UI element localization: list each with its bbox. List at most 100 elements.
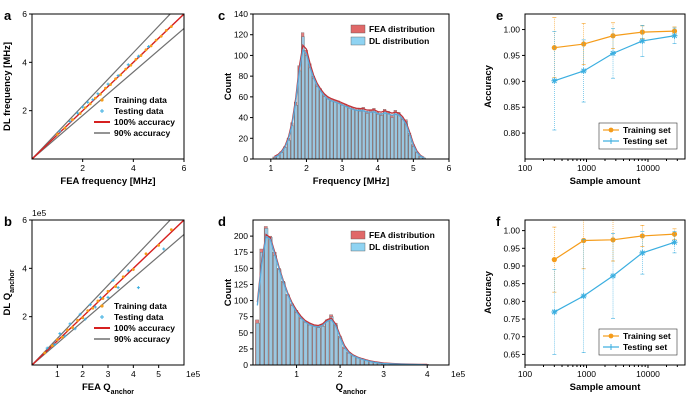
training-point [55,132,59,136]
training-point [109,83,112,86]
legend-marker-testing [100,315,104,319]
legend-label: 100% accuracy [114,323,175,333]
panel-a: a 2 4 6 2 4 6 FEA frequency [MHz] DL frequency [… [2,8,187,187]
testing-set-marker [580,293,587,300]
training-point [164,29,168,32]
training-point [154,38,158,42]
y-tick-label: 2 [22,106,27,116]
y-tick-label: 175 [234,247,248,257]
training-point [96,299,100,303]
dl-bar [260,252,264,365]
training-point [71,118,74,122]
y-tick-label: 0.95 [503,243,520,253]
testing-point [96,92,100,96]
y-tick-label: 140 [234,9,248,19]
training-point [55,338,59,342]
x-tick-label: 3 [340,163,345,173]
training-point [131,268,135,271]
dl-bar [387,113,391,159]
y-tick-label: 4 [22,263,27,273]
training-point [43,351,47,355]
y-tick-label: 0.95 [503,50,520,60]
training-point [119,73,123,77]
x-axis-label: Frequency [MHz] [313,176,390,187]
panel-letter: f [496,214,501,229]
legend-marker-training [100,304,104,308]
legend-box [598,122,678,150]
training-point [157,243,161,247]
y-axis-label: Accuracy [483,64,494,107]
dl-bar [321,326,325,365]
dl-bar [303,322,308,365]
testing-set-marker [580,67,587,74]
legend-marker-training [608,333,614,339]
x-axis-label: Sample amount [570,382,642,393]
dl-bar [344,106,348,159]
dl-bar [340,104,344,159]
panel-e: e 0.80 0.85 0.90 0.95 1.00 100 1000 10000 Sample … [483,8,686,187]
y-tick-label: 0.70 [503,332,520,342]
training-point [114,77,117,81]
legend-label: DL distribution [369,242,429,252]
x-tick-label: 1 [55,369,60,379]
y-tick-label: 0.85 [503,102,520,112]
legend-label: Testing set [623,136,667,146]
legend-label: Training data [114,95,167,105]
training-point [66,328,69,332]
testing-point [116,286,120,290]
panel-letter: e [496,8,503,23]
x-tick-label: 3 [106,369,111,379]
y-tick-label: 40 [239,113,249,123]
y-tick-label: 1.00 [503,226,520,236]
y-tick-label: 4 [22,57,27,67]
dl-bar [347,353,351,365]
legend-label: Testing data [114,312,164,322]
y-tick-label: 120 [234,30,248,40]
dl-bar [376,114,380,159]
training-point [106,289,110,293]
plot-area [32,220,184,365]
x-tick-label: 2 [304,163,309,173]
dl-bar [390,117,394,159]
panel-b: b 2 4 6 1 2 3 4 5 1e5 1e5 FEA Qanchor DL Qanchor Trai… [2,208,200,396]
y-tick-label: 0 [243,360,248,370]
legend: FEA distribution DL distribution [350,230,435,252]
y-tick-label: 0.65 [503,349,520,359]
dl-bar [397,114,401,159]
axes-frame [31,219,185,366]
dl-bar [319,90,323,159]
training-point [114,285,117,288]
dl-fit-curve [274,48,425,159]
dl-bar [295,312,299,365]
training-point [134,58,138,61]
testing-set-marker [610,50,617,57]
dl-bar [355,110,359,159]
legend-marker-testing [608,138,614,144]
x-axis-label: Qanchor [336,382,367,396]
dl-bar [273,255,277,365]
legend-marker-training [608,127,614,133]
x-tick-label: 4 [131,369,136,379]
testing-point [126,63,130,67]
training-point [93,96,97,100]
dl-bar [369,112,373,159]
testing-point [136,286,140,290]
dl-bar [330,100,334,159]
y-tick-label: 0.80 [503,128,520,138]
training-set-marker [551,257,557,263]
dl-bar [337,102,341,159]
dl-bar [298,70,302,159]
testing-point [162,247,166,251]
dl-bar [333,101,337,159]
training-point [91,306,95,310]
y-axis-label: Accuracy [483,270,494,313]
x-tick-label: 2 [80,163,85,173]
dl-bar [356,357,360,365]
dl-bar [287,140,291,159]
y-tick-label: 20 [239,133,249,143]
y-tick-label: 6 [22,215,27,225]
panel-c: c 0 20 40 60 80 100 120 140 1 2 3 4 5 6 Frequency [MHz]… [218,8,452,187]
